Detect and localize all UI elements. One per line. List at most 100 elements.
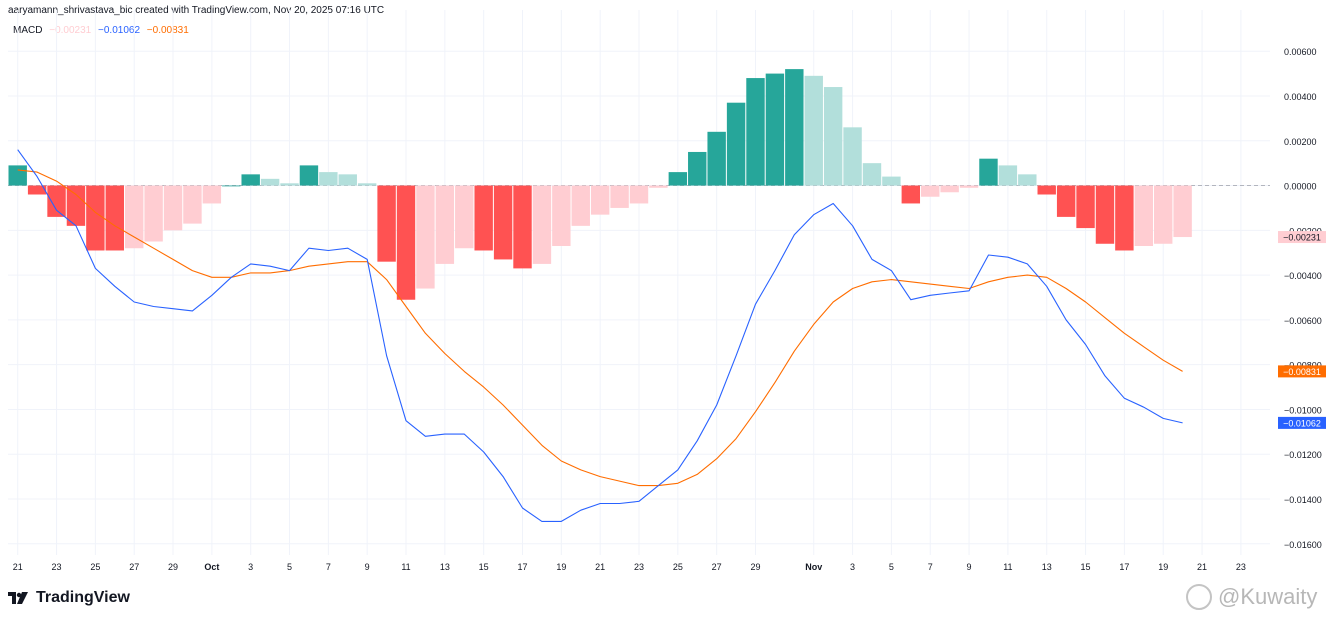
- histogram-bar: [1115, 185, 1134, 251]
- legend-signal-value: −0.00831: [146, 25, 189, 36]
- x-tick-label: 19: [556, 562, 566, 572]
- histogram-bar: [202, 185, 222, 204]
- histogram-bar: [1154, 185, 1173, 244]
- histogram-bar: [940, 185, 959, 193]
- watermark: @Kuwaity: [1186, 584, 1317, 610]
- x-tick-label: 13: [440, 562, 450, 572]
- histogram-bar: [629, 185, 649, 204]
- x-tick-label: 9: [967, 562, 972, 572]
- x-tick-label: 5: [889, 562, 894, 572]
- histogram-bar: [1037, 185, 1056, 195]
- histogram-bar: [979, 158, 998, 186]
- histogram-bar: [396, 185, 416, 300]
- tradingview-logo-icon: [8, 592, 28, 604]
- signal-line: [17, 169, 1183, 487]
- legend-hist-value: −0.00231: [49, 25, 92, 36]
- histogram-bar: [319, 172, 338, 186]
- histogram-bar: [280, 183, 299, 186]
- histogram-bar: [843, 127, 862, 186]
- y-tick-label: 0.00400: [1284, 92, 1317, 102]
- x-tick-label: 9: [365, 562, 370, 572]
- x-tick-label: 27: [129, 562, 139, 572]
- histogram-bar: [882, 176, 901, 186]
- histogram-bar: [571, 185, 590, 226]
- histogram-bar: [959, 185, 979, 188]
- y-tick-label: −0.01200: [1284, 450, 1322, 460]
- tradingview-logo[interactable]: TradingView: [8, 589, 130, 607]
- histogram-bar: [901, 185, 921, 204]
- histogram-bar: [163, 185, 183, 231]
- y-tick-label: −0.00400: [1284, 271, 1322, 281]
- histogram-bar: [105, 185, 124, 251]
- x-tick-label: 15: [479, 562, 489, 572]
- x-tick-label: 13: [1042, 562, 1052, 572]
- histogram-bar: [299, 165, 319, 186]
- histogram-bar: [1056, 185, 1076, 217]
- histogram-bar: [183, 185, 202, 224]
- x-tick-label: 21: [1197, 562, 1207, 572]
- watermark-text: @Kuwaity: [1218, 584, 1318, 609]
- x-tick-label: Nov: [805, 562, 822, 572]
- histogram-bar: [1134, 185, 1154, 246]
- histogram-bar: [649, 185, 668, 188]
- histogram-bar: [998, 165, 1018, 186]
- y-tick-label: 0.00000: [1284, 182, 1317, 192]
- histogram-bar: [552, 185, 571, 246]
- x-tick-label: 17: [517, 562, 527, 572]
- x-tick-label: 7: [928, 562, 933, 572]
- histogram-bar: [1076, 185, 1095, 229]
- histogram-bar: [707, 131, 726, 186]
- x-tick-label: 25: [673, 562, 683, 572]
- histogram-bar: [377, 185, 396, 262]
- histogram-bar: [1095, 185, 1115, 244]
- signal-value-tag-bg: [1278, 365, 1326, 378]
- x-tick-label: 21: [13, 562, 23, 572]
- x-tick-label: 23: [634, 562, 644, 572]
- histogram-bar: [921, 185, 940, 197]
- y-tick-label: −0.01400: [1284, 495, 1322, 505]
- histogram-bar: [8, 165, 27, 186]
- y-tick-label: 0.00200: [1284, 137, 1317, 147]
- y-tick-label: −0.01600: [1284, 540, 1322, 550]
- x-tick-label: 3: [248, 562, 253, 572]
- x-tick-label: 23: [1236, 562, 1246, 572]
- macd-value-tag-bg: [1278, 416, 1326, 429]
- histogram-bar: [726, 102, 746, 186]
- histogram-bar: [610, 185, 629, 208]
- hist-value-tag: −0.00231: [1283, 233, 1321, 243]
- x-tick-label: 19: [1158, 562, 1168, 572]
- histogram-bar: [222, 185, 241, 187]
- x-tick-label: 29: [168, 562, 178, 572]
- histogram-bar: [66, 185, 86, 226]
- macd-legend: MACD −0.00231 −0.01062 −0.00831: [13, 25, 193, 36]
- x-tick-label: 3: [850, 562, 855, 572]
- y-tick-label: 0.00600: [1284, 47, 1317, 57]
- histogram-bar: [27, 185, 47, 195]
- histogram-bar: [532, 185, 552, 264]
- histogram-bar: [241, 174, 260, 186]
- chart-credit: aaryamann_shrivastava_bic created with T…: [8, 5, 385, 16]
- histogram-bar: [765, 73, 785, 186]
- histogram-bar: [1173, 185, 1192, 238]
- legend-macd-value: −0.01062: [98, 25, 141, 36]
- histogram-bar: [785, 69, 804, 186]
- x-tick-label: 27: [712, 562, 722, 572]
- histogram-bar: [455, 185, 474, 249]
- histogram-bar: [688, 151, 707, 186]
- x-tick-label: 29: [750, 562, 760, 572]
- x-tick-label: 21: [595, 562, 605, 572]
- histogram-bar: [668, 172, 688, 186]
- x-tick-label: 25: [90, 562, 100, 572]
- x-tick-label: 7: [326, 562, 331, 572]
- x-tick-label: 23: [52, 562, 62, 572]
- histogram-bar: [862, 163, 882, 186]
- macd-value-tag: −0.01062: [1283, 418, 1321, 428]
- y-tick-label: −0.00600: [1284, 316, 1322, 326]
- histogram-bar: [47, 185, 66, 217]
- x-tick-label: 15: [1081, 562, 1091, 572]
- logo-text: TradingView: [36, 589, 130, 606]
- histogram-bar: [513, 185, 532, 269]
- histogram-bar: [86, 185, 105, 251]
- histogram-bar: [590, 185, 610, 215]
